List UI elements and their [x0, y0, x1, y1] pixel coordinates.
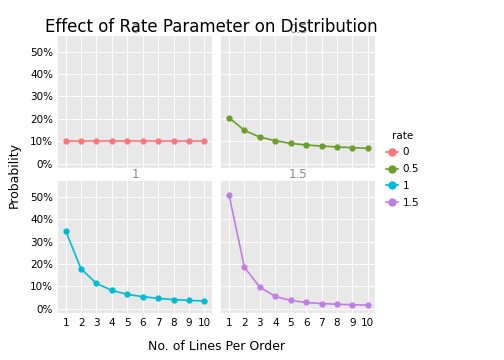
Title: 0: 0	[132, 23, 139, 36]
Title: 0.5: 0.5	[289, 23, 307, 36]
Title: 1.5: 1.5	[289, 168, 308, 181]
Text: No. of Lines Per Order: No. of Lines Per Order	[148, 340, 285, 353]
Title: 1: 1	[131, 168, 139, 181]
Text: Effect of Rate Parameter on Distribution: Effect of Rate Parameter on Distribution	[45, 18, 378, 36]
Legend: 0, 0.5, 1, 1.5: 0, 0.5, 1, 1.5	[386, 131, 419, 208]
Text: Probability: Probability	[8, 141, 21, 208]
